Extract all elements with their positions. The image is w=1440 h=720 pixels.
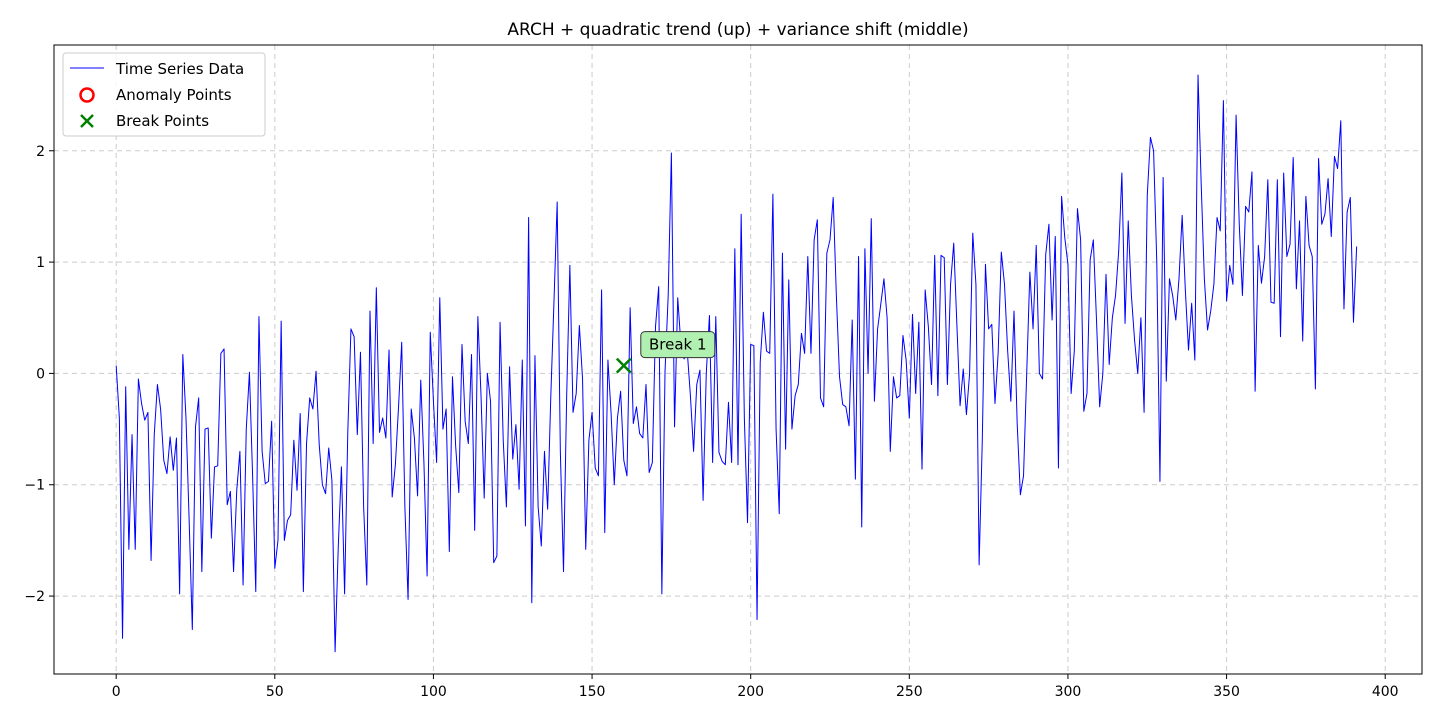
x-tick-label: 400 bbox=[1372, 684, 1399, 700]
x-tick-label: 350 bbox=[1213, 684, 1240, 700]
x-tick-label: 50 bbox=[266, 684, 284, 700]
x-tick-label: 150 bbox=[579, 684, 606, 700]
legend-label-break: Break Points bbox=[116, 112, 209, 130]
legend: Time Series Data Anomaly Points Break Po… bbox=[62, 52, 266, 137]
legend-circle-swatch bbox=[79, 87, 95, 103]
x-tick-label: 250 bbox=[896, 684, 923, 700]
y-tick-label: 1 bbox=[36, 255, 45, 271]
x-axis: 0 50 100 150 200 250 300 350 400 bbox=[112, 674, 1399, 700]
x-tick-label: 0 bbox=[112, 684, 121, 700]
legend-label-series: Time Series Data bbox=[115, 60, 244, 78]
x-tick-label: 100 bbox=[420, 684, 447, 700]
grid-lines bbox=[54, 45, 1422, 674]
y-tick-label: −1 bbox=[24, 478, 45, 494]
chart-title: ARCH + quadratic trend (up) + variance s… bbox=[507, 20, 968, 40]
y-tick-label: 2 bbox=[36, 144, 45, 160]
y-tick-label: 0 bbox=[36, 366, 45, 382]
legend-x-swatch bbox=[80, 114, 94, 128]
y-tick-label: −2 bbox=[24, 589, 45, 605]
legend-label-anomaly: Anomaly Points bbox=[116, 86, 232, 104]
break-annotation-box bbox=[640, 331, 716, 359]
x-tick-label: 300 bbox=[1055, 684, 1082, 700]
marker-layer: Break 1 bbox=[615, 331, 716, 374]
break-annotation-label: Break 1 bbox=[649, 336, 707, 354]
series-layer bbox=[115, 74, 1358, 653]
plot-frame bbox=[53, 44, 1423, 675]
break-point-marker bbox=[615, 357, 632, 374]
legend-box bbox=[62, 52, 266, 137]
x-tick-label: 200 bbox=[737, 684, 764, 700]
series-line bbox=[115, 74, 1358, 653]
y-axis: −2 −1 0 1 2 bbox=[24, 144, 54, 605]
